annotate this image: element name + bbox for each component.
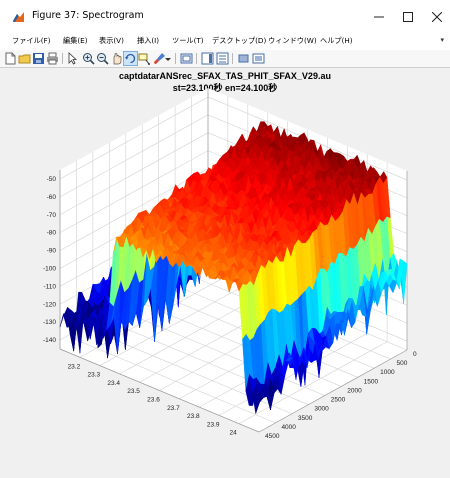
x-tick-label: 24 <box>229 430 237 437</box>
menu-window[interactable]: ウィンドウ(W) <box>268 36 317 45</box>
hide-tools-icon[interactable] <box>237 52 250 65</box>
print-icon[interactable] <box>46 52 59 65</box>
y-grid-line <box>76 160 276 424</box>
chart-title-line2: st=23.100秒 en=24.100秒 <box>173 82 278 93</box>
save-icon[interactable] <box>32 52 45 65</box>
chart-title-line1: captdatarANSrec_SFAX_TAS_PHIT_SFAX_V29.a… <box>119 71 331 81</box>
window-title: Figure 37: Spectrogram <box>32 10 144 21</box>
surface-mesh <box>59 121 408 414</box>
spectrogram-surface-plot[interactable]: captdatarANSrec_SFAX_TAS_PHIT_SFAX_V29.a… <box>4 68 446 476</box>
y-tick-label: 1500 <box>364 378 379 385</box>
y-tick-label: 3500 <box>298 415 313 422</box>
y-tick-label: 0 <box>413 351 417 358</box>
z-tick-label: -110 <box>43 283 56 290</box>
toolbar-separator <box>175 53 176 64</box>
z-tick-label: -60 <box>47 194 57 201</box>
z-tick-label: -70 <box>47 212 57 219</box>
z-tick-label: -50 <box>47 176 57 183</box>
z-tick-label: -80 <box>47 230 57 237</box>
link-plot-icon[interactable] <box>180 52 193 65</box>
menu-edit[interactable]: 編集(E) <box>63 36 88 45</box>
z-tick-label: -140 <box>43 337 56 344</box>
menu-desktop[interactable]: デスクトップ(D) <box>212 36 267 45</box>
chevron-down-icon[interactable]: ▾ <box>440 36 444 44</box>
z-tick-label: -130 <box>43 319 56 326</box>
brush-icon[interactable] <box>153 52 166 65</box>
x-tick-label: 23.2 <box>68 363 81 370</box>
title-bar: Figure 37: Spectrogram <box>0 0 450 34</box>
x-tick-label: 23.8 <box>187 413 200 420</box>
y-grid-line <box>92 151 293 415</box>
pointer-icon[interactable] <box>66 52 79 65</box>
rotate-3d-icon[interactable] <box>123 51 138 66</box>
menu-help[interactable]: ヘルプ(H) <box>320 36 353 45</box>
toolbar-separator <box>232 53 233 64</box>
menu-bar: ファイル(F) 編集(E) 表示(V) 挿入(I) ツール(T) デスクトップ(… <box>0 34 450 50</box>
close-icon <box>432 12 442 22</box>
y-tick-label: 2000 <box>347 387 362 394</box>
axis-tick-labels: -50 -60 -70 -80 -90 -100 -110 -120 -130 -140 23.2 2… <box>43 176 417 440</box>
minimize-button[interactable] <box>364 6 394 28</box>
data-cursor-icon[interactable] <box>138 52 151 65</box>
x-tick-label: 23.3 <box>87 372 100 379</box>
minimize-icon <box>374 16 384 18</box>
open-file-icon[interactable] <box>18 52 31 65</box>
toolbar-separator <box>196 53 197 64</box>
x-tick-label: 23.4 <box>107 380 120 387</box>
show-tools-icon[interactable] <box>252 52 265 65</box>
zoom-out-icon[interactable] <box>96 52 109 65</box>
matlab-app-icon <box>12 11 25 24</box>
figure-canvas[interactable]: captdatarANSrec_SFAX_TAS_PHIT_SFAX_V29.a… <box>4 68 446 476</box>
x-tick-label: 23.6 <box>147 397 160 404</box>
menu-view[interactable]: 表示(V) <box>99 36 124 45</box>
x-tick-label: 23.9 <box>207 421 220 428</box>
legend-icon[interactable] <box>216 52 229 65</box>
new-figure-icon[interactable] <box>4 52 17 65</box>
maximize-icon <box>403 12 413 22</box>
axes-box-edge <box>59 348 260 433</box>
close-button[interactable] <box>422 6 450 28</box>
y-tick-label: 2500 <box>331 397 346 404</box>
y-tick-label: 4000 <box>281 424 296 431</box>
z-tick-label: -100 <box>43 265 56 272</box>
surface-patch <box>255 390 263 414</box>
z-tick-label: -120 <box>43 301 56 308</box>
colorbar-icon[interactable] <box>201 52 214 65</box>
menu-file[interactable]: ファイル(F) <box>12 36 51 45</box>
x-tick-label: 23.7 <box>167 405 180 412</box>
figure-toolbar <box>0 50 450 68</box>
y-tick-label: 1000 <box>380 369 395 376</box>
maximize-button[interactable] <box>393 6 423 28</box>
axes-box-edge <box>258 349 408 433</box>
z-tick-label: -90 <box>47 248 57 255</box>
x-tick-label: 23.5 <box>127 388 140 395</box>
y-tick-label: 4500 <box>265 433 280 440</box>
y-tick-label: 500 <box>397 360 408 367</box>
brush-dropdown-icon[interactable] <box>165 52 171 65</box>
y-tick-label: 3000 <box>314 406 329 413</box>
menu-insert[interactable]: 挿入(I) <box>137 36 160 45</box>
zoom-in-icon[interactable] <box>82 52 95 65</box>
toolbar-separator <box>62 53 63 64</box>
menu-tools[interactable]: ツール(T) <box>172 36 204 45</box>
pan-icon[interactable] <box>110 52 123 65</box>
